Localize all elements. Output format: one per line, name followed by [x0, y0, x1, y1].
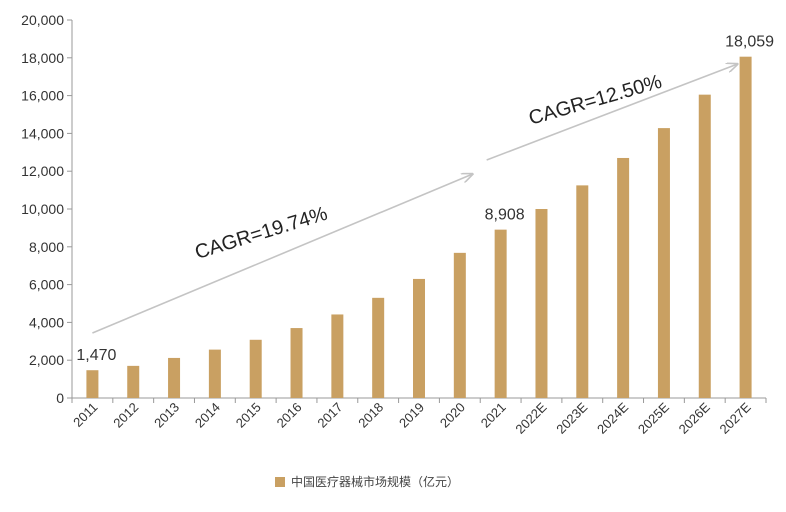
bar: [535, 209, 548, 398]
bar: [86, 370, 99, 398]
bar: [698, 94, 711, 398]
y-tick-label: 18,000: [21, 50, 64, 66]
bar: [413, 278, 425, 398]
y-tick-label: 12,000: [21, 163, 64, 179]
y-tick-label: 0: [56, 390, 64, 406]
bars: [86, 56, 752, 398]
x-axis: 2011 2012 2013 2014 2015 2016 2017 2018 2019 2020…: [70, 397, 767, 437]
y-tick-label: 20,000: [21, 12, 64, 28]
bar: [617, 157, 630, 398]
bar: [576, 185, 589, 398]
x-tick-label: 2021: [478, 400, 509, 431]
data-label: 1,470: [76, 347, 116, 364]
x-tick-label: 2015: [233, 400, 264, 431]
legend-label: 中国医疗器械市场规模（亿元）: [291, 474, 459, 489]
legend: 中国医疗器械市场规模（亿元）: [275, 474, 459, 489]
x-tick-label: 2018: [355, 400, 386, 431]
bar: [249, 339, 262, 398]
y-tick-label: 14,000: [21, 125, 64, 141]
y-tick-label: 6,000: [29, 277, 64, 293]
x-tick-label: 2016: [274, 400, 305, 431]
bar: [372, 297, 385, 398]
x-tick-label: 2020: [437, 400, 468, 431]
bar: [657, 128, 670, 398]
y-axis: 0 2,000 4,000 6,000 8,000 10,000 12,000 14,000 1…: [21, 12, 73, 406]
bar: [168, 357, 181, 398]
x-tick-label: 2025E: [635, 399, 672, 436]
x-tick-label: 2013: [151, 400, 182, 431]
y-tick-label: 4,000: [29, 314, 64, 330]
bar: [127, 365, 140, 398]
y-tick-label: 2,000: [29, 352, 64, 368]
bar: [290, 328, 303, 398]
data-labels: 1,470 8,908 18,059: [76, 34, 774, 365]
x-tick-label: 2017: [314, 400, 345, 431]
x-tick-label: 2012: [110, 400, 141, 431]
bar: [494, 229, 507, 398]
x-tick-label: 2011: [70, 400, 100, 430]
y-tick-label: 10,000: [21, 201, 64, 217]
bar: [331, 314, 344, 398]
x-tick-label: 2023E: [553, 399, 590, 436]
cagr-arrow: [92, 174, 472, 334]
x-tick-label: 2024E: [594, 399, 631, 436]
cagr-label: CAGR=19.74%: [192, 203, 330, 264]
cagr-arrow: [486, 64, 738, 161]
data-label: 18,059: [725, 34, 774, 51]
bar: [739, 56, 752, 398]
x-tick-label: 2014: [192, 400, 223, 431]
y-tick-label: 16,000: [21, 88, 64, 104]
x-tick-label: 2026E: [676, 399, 713, 436]
x-tick-label: 2019: [396, 400, 427, 431]
bar: [208, 349, 221, 398]
data-label: 8,908: [485, 207, 525, 224]
bar: [453, 252, 466, 398]
y-tick-label: 8,000: [29, 239, 64, 255]
x-tick-label: 2022E: [512, 399, 549, 436]
legend-swatch: [275, 477, 285, 487]
x-tick-label: 2027E: [717, 399, 754, 436]
